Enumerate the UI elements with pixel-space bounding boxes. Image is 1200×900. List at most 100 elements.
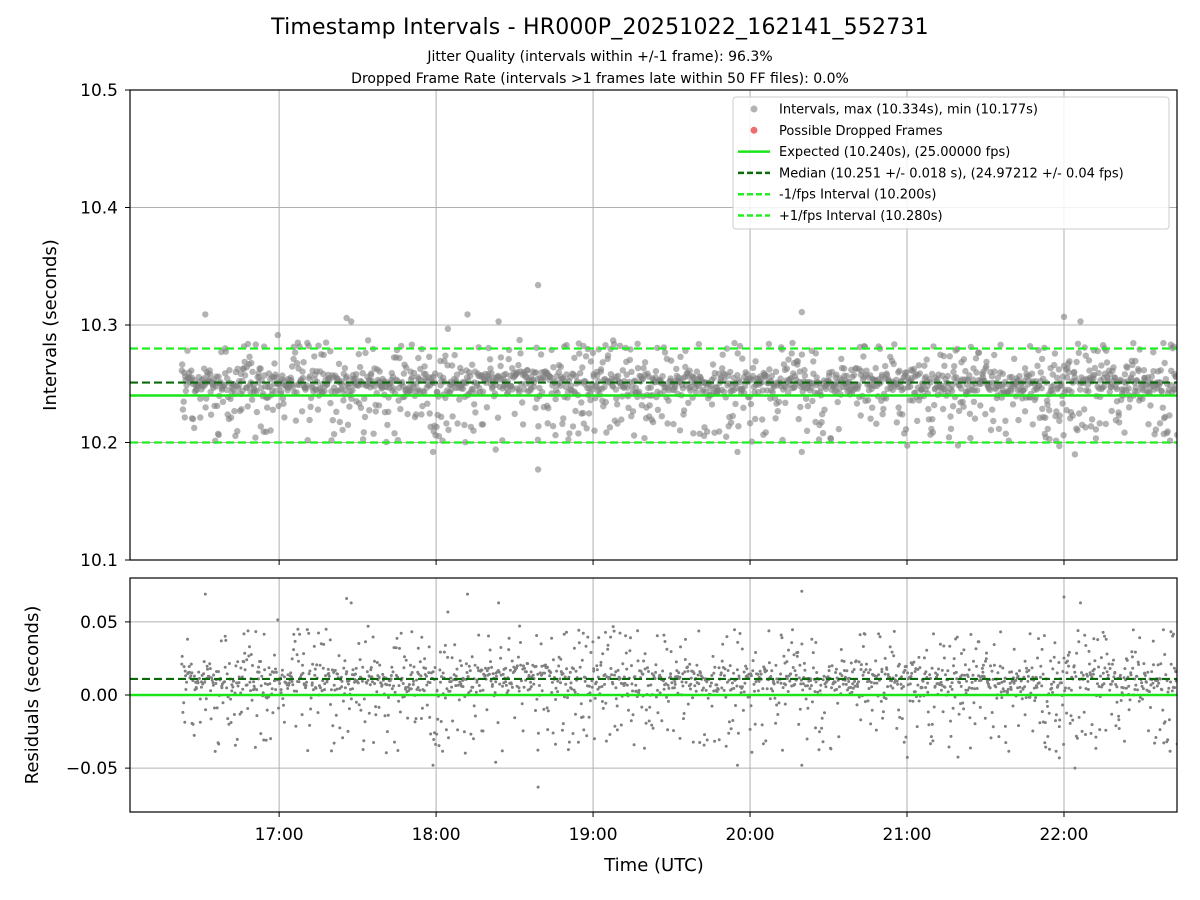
interval-point xyxy=(253,388,260,395)
residual-point xyxy=(1167,718,1171,722)
interval-point xyxy=(1046,435,1053,443)
residual-point xyxy=(654,663,658,667)
residual-point xyxy=(797,722,801,726)
residual-point xyxy=(428,715,432,719)
residual-point xyxy=(968,746,972,750)
residual-point xyxy=(478,689,482,693)
residual-point xyxy=(742,670,746,674)
interval-point xyxy=(222,348,229,355)
interval-point xyxy=(752,358,759,365)
residual-point xyxy=(241,687,245,691)
interval-point xyxy=(1174,431,1177,438)
interval-point xyxy=(1085,387,1092,395)
residual-point xyxy=(1137,699,1141,703)
residual-point xyxy=(821,678,825,682)
residual-point xyxy=(317,631,320,635)
residual-point xyxy=(361,665,365,669)
residual-point xyxy=(894,674,898,677)
residual-point xyxy=(859,663,863,667)
residual-point xyxy=(1161,708,1165,712)
interval-point xyxy=(945,434,953,441)
residual-point xyxy=(280,673,284,677)
residual-point xyxy=(649,683,653,687)
interval-point xyxy=(1066,358,1073,365)
residual-point xyxy=(1172,632,1175,636)
residual-point xyxy=(203,680,207,684)
x-axis-label: Time (UTC) xyxy=(603,855,704,876)
interval-point xyxy=(788,350,795,357)
residual-point xyxy=(309,707,313,711)
residual-point xyxy=(232,679,235,683)
residual-point xyxy=(409,687,413,691)
residual-point xyxy=(1028,632,1032,636)
residual-point xyxy=(472,704,476,708)
residual-point xyxy=(1084,687,1088,691)
residual-point xyxy=(323,688,326,692)
residual-point xyxy=(565,667,569,671)
residual-point xyxy=(535,697,539,701)
legend-label: -1/fps Interval (10.200s) xyxy=(779,188,936,203)
residual-point xyxy=(247,654,251,658)
residual-point xyxy=(757,679,761,683)
residual-point xyxy=(996,671,1000,675)
residual-point xyxy=(1147,729,1150,733)
residual-point xyxy=(1138,636,1142,640)
residual-point xyxy=(938,642,942,646)
residual-point xyxy=(409,673,413,677)
residual-point xyxy=(1097,665,1101,669)
residual-point xyxy=(1080,729,1084,733)
residual-point xyxy=(1094,735,1098,739)
residual-point xyxy=(837,685,841,689)
residual-point xyxy=(925,648,929,652)
interval-point xyxy=(723,433,730,440)
residual-point xyxy=(708,684,712,688)
interval-point xyxy=(966,410,974,417)
residual-point xyxy=(368,683,372,687)
residual-point xyxy=(1057,756,1061,760)
residual-point xyxy=(1020,697,1024,701)
residual-point xyxy=(1045,700,1049,703)
interval-point xyxy=(853,400,861,407)
residual-point xyxy=(443,696,447,700)
residual-point xyxy=(1101,671,1105,675)
residual-point xyxy=(593,737,596,741)
residual-point xyxy=(681,684,685,688)
residual-point xyxy=(509,682,513,686)
interval-point xyxy=(207,371,214,378)
residual-point xyxy=(499,646,503,649)
residual-point xyxy=(1068,721,1072,725)
interval-point xyxy=(1065,369,1072,376)
residual-point xyxy=(968,716,972,720)
residual-point xyxy=(574,712,577,716)
interval-point xyxy=(539,388,546,396)
residual-point xyxy=(1174,669,1177,673)
residual-point xyxy=(917,655,921,659)
interval-point xyxy=(947,413,954,420)
residual-point xyxy=(494,760,498,764)
interval-point xyxy=(680,407,688,414)
residual-point xyxy=(749,704,753,708)
residual-point xyxy=(377,705,381,709)
residual-point xyxy=(205,664,209,668)
interval-point xyxy=(777,375,784,382)
intervals-points xyxy=(178,281,1177,473)
residual-point xyxy=(628,649,632,653)
residual-point xyxy=(286,687,290,690)
residual-point xyxy=(1143,674,1147,677)
residual-point xyxy=(604,630,607,634)
residual-point xyxy=(625,683,629,687)
residual-point xyxy=(1010,679,1014,683)
residual-point xyxy=(462,677,466,681)
residual-point xyxy=(416,686,420,689)
interval-point xyxy=(667,357,675,364)
residual-point xyxy=(278,682,282,685)
interval-point xyxy=(1172,373,1177,380)
residual-point xyxy=(926,690,930,694)
residual-point xyxy=(872,681,876,685)
residual-point xyxy=(797,676,801,680)
residual-point xyxy=(343,686,347,690)
residual-point xyxy=(689,676,693,680)
residual-point xyxy=(561,722,565,726)
residual-point xyxy=(915,725,919,729)
residual-point xyxy=(197,677,201,680)
